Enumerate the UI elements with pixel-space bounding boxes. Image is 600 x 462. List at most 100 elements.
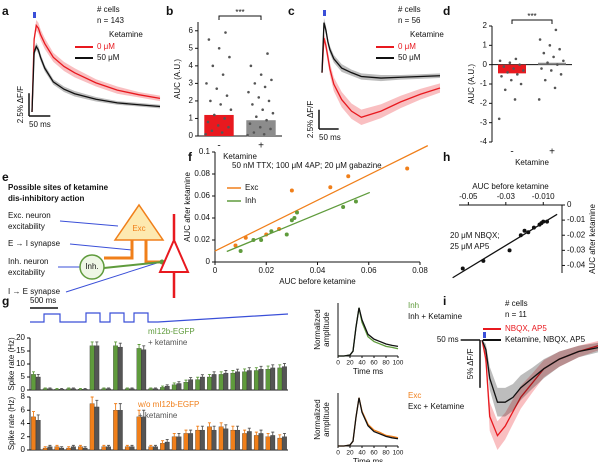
stimulus-waveform [30,312,289,323]
legend-heading: Ketamine [109,30,143,39]
error-bar [95,399,99,414]
x-tick-label: 0 [213,266,218,275]
data-point [205,82,208,85]
data-point [516,73,519,76]
x-tick-label: + [258,141,264,152]
scale-label: 500 ms [30,296,56,305]
bar [113,345,118,391]
y-axis-label: Normalized [313,309,322,349]
bar [277,367,283,391]
error-bar [200,374,204,380]
y-tick-label: 0 [21,385,26,394]
x-axis-label: AUC before ketamine [472,182,549,191]
data-point [259,73,263,76]
error-bar [189,377,193,382]
legend-label: w/o mI12b-EGFP [137,400,199,409]
legend-label: NBQX, AP5 [505,324,547,333]
data-point [541,219,546,224]
data-point [506,71,509,74]
data-point [265,118,268,122]
x-tick-label: 0.04 [310,266,326,275]
bar [253,370,259,391]
error-bar [142,345,146,354]
error-bar [259,429,263,437]
error-bar [149,387,153,390]
data-point [206,120,210,124]
data-point [229,108,233,111]
exc-neuron [113,203,165,241]
error-bar [177,381,181,386]
data-point [266,52,269,55]
error-bar [36,373,40,380]
y-tick-label: 4 [189,61,194,70]
x-tick-label: + [549,147,555,158]
y-axis-label: AUC after ketamine [183,172,192,242]
x-axis-label: Ketamine [223,152,257,161]
data-point [251,238,256,242]
y-axis-label: Spike rate (Hz) [7,396,16,450]
significance: *** [235,8,244,17]
data-point [481,258,486,263]
data-point [263,85,267,89]
x-tick-label: 100 [393,360,404,367]
x-tick-label: -0.05 [459,192,478,201]
data-point [204,132,207,136]
data-point [209,99,212,103]
error-bar [207,422,211,431]
panel-letter: d [443,4,450,18]
data-point [267,99,271,103]
y-tick-label: 6 [189,26,194,35]
error-bar [142,409,146,424]
exc-axon [104,240,160,264]
error-bar [259,365,263,373]
data-point [215,87,219,90]
error-bar [71,444,75,449]
error-bar [271,364,275,372]
data-point [289,188,294,193]
data-point [243,235,248,240]
data-point [249,64,253,68]
error-bar [236,425,240,435]
data-point [213,113,216,117]
y-tick-label: 1 [189,114,194,123]
data-point [543,78,547,82]
data-point [255,115,258,119]
error-band [482,340,598,417]
error-bar [125,387,129,390]
x-tick-label: 100 [393,450,404,457]
error-bar [266,365,270,373]
trace [321,22,441,79]
y-tick-label: 8 [21,392,26,401]
error-bar [184,429,188,437]
data-point [542,51,546,55]
error-bar [153,387,157,390]
data-point [258,125,262,129]
y-scale-label: 5% ΔF/F [466,348,475,379]
bar [538,62,566,65]
y-tick-label: 0 [21,445,26,454]
y-tick-label: -1 [480,79,488,88]
error-bar [161,385,165,389]
trace [321,37,441,119]
error-band [482,340,598,450]
data-point [513,98,517,101]
data-point [518,233,523,238]
error-bar [78,444,82,449]
annotation: 50 nM TTX; 100 μM 4AP; 20 μM gabazine [232,161,382,170]
data-point [500,74,503,78]
legend-label: Inh [408,301,419,310]
error-bar [125,444,129,449]
error-bar [189,429,193,437]
legend-heading: Ketamine [410,30,444,39]
x-tick-label: - [510,147,513,158]
error-bar [196,376,200,382]
y-tick-label: 0 [206,257,211,266]
x-axis-label: Time ms [353,457,383,462]
bar [89,403,95,451]
data-point [220,131,224,134]
error-bar [254,367,258,374]
data-point [251,103,254,106]
x-tick-label: 20 [346,450,354,457]
y-axis-label: Normalized [313,399,322,439]
diagram: e Possible sites of ketamine dis-inhibit… [2,170,190,298]
